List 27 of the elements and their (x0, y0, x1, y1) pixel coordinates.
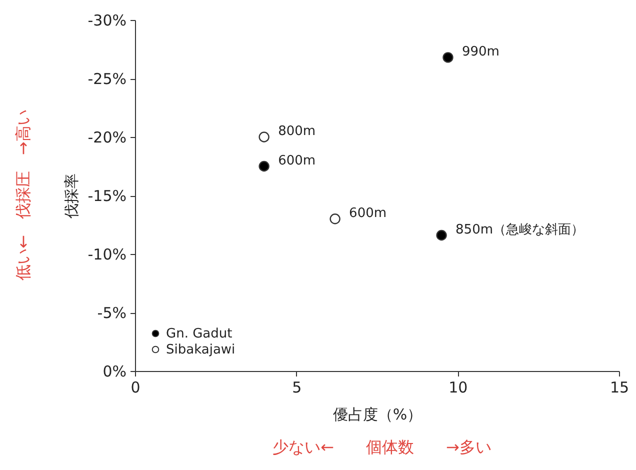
text: 少ない← 個体数 →多い (272, 438, 492, 458)
y-tick-label: -20% (88, 128, 126, 146)
point (442, 52, 454, 63)
text: 低い← 伐採圧 →高い (14, 110, 34, 280)
point (258, 160, 270, 172)
annotation: 600m (349, 206, 387, 221)
annotation: 600m (278, 153, 316, 168)
y-tick-label: -10% (88, 246, 126, 264)
y-tick-label: -5% (97, 304, 126, 322)
y-tick-label: 0% (102, 362, 126, 380)
y-axis-title: 伐採率 (62, 174, 81, 218)
point (258, 132, 270, 142)
x-tick-label: 10 (448, 378, 468, 396)
legend-label: Gn. Gadut (166, 326, 232, 342)
x-tick-label: 5 (292, 378, 302, 396)
point (436, 230, 447, 241)
x-axis-title: 優占度（%） (332, 406, 422, 424)
annotation: 990m (462, 44, 500, 60)
x-tick-label: 15 (610, 378, 630, 396)
y-tick-label: -25% (88, 70, 126, 88)
legend-label: Sibakajawi (166, 342, 236, 358)
point (330, 214, 340, 224)
annotation: 800m (278, 124, 316, 139)
annotation: 850m（急峻な斜面） (456, 222, 584, 238)
x-tick-label: 0 (130, 378, 140, 396)
y-tick-label: -30% (88, 12, 126, 30)
y-tick-label: -15% (88, 187, 126, 205)
